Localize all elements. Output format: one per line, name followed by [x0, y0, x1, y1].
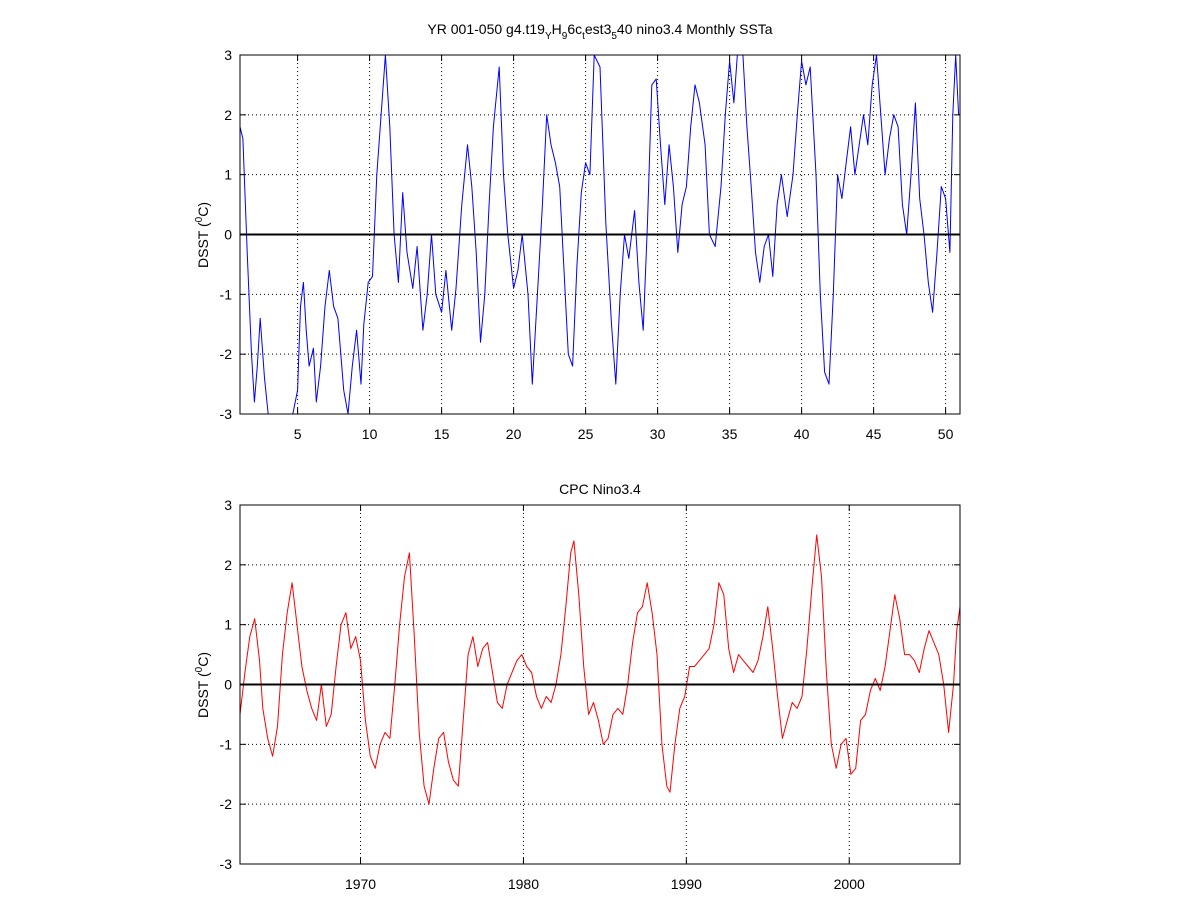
x-tick-label: 5 — [294, 426, 302, 442]
x-tick-label: 1990 — [671, 876, 702, 892]
y-tick-label: -2 — [220, 346, 233, 362]
y-tick-label: -2 — [220, 796, 233, 812]
x-tick-label: 30 — [650, 426, 666, 442]
series-line — [240, 534, 960, 805]
x-tick-label: 10 — [362, 426, 378, 442]
y-tick-label: -3 — [220, 856, 233, 872]
x-tick-label: 15 — [434, 426, 450, 442]
cpc-nino34-chart: CPC Nino3.4 DSST (0C) 1970 1980 1990 2000 -3… — [194, 481, 961, 892]
x-tick-label: 1980 — [508, 876, 539, 892]
x-tick-label: 2000 — [834, 876, 865, 892]
y-tick-label: 0 — [224, 677, 232, 693]
y-tick-label: -1 — [220, 736, 233, 752]
model-sst-chart: YR 001-050 g4.t19YH96ctest3540 nino3.4 M… — [194, 21, 961, 442]
y-tick-label: -1 — [220, 286, 233, 302]
y-axis-label: DSST (0C) — [194, 202, 211, 268]
y-tick-label: 2 — [224, 107, 232, 123]
y-tick-label: -3 — [220, 406, 233, 422]
x-tick-label: 50 — [938, 426, 954, 442]
y-axis-label: DSST (0C) — [194, 652, 211, 718]
x-tick-label: 1970 — [345, 876, 376, 892]
y-tick-label: 1 — [224, 617, 232, 633]
y-tick-label: 1 — [224, 167, 232, 183]
chart-title: YR 001-050 g4.t19YH96ctest3540 nino3.4 M… — [427, 21, 772, 42]
x-tick-label: 45 — [866, 426, 882, 442]
y-tick-label: 0 — [224, 227, 232, 243]
x-tick-label: 35 — [722, 426, 738, 442]
y-tick-label: 3 — [224, 47, 232, 63]
x-tick-label: 20 — [506, 426, 522, 442]
y-tick-label: 3 — [224, 497, 232, 513]
y-tick-label: 2 — [224, 557, 232, 573]
x-tick-label: 40 — [794, 426, 810, 442]
x-tick-label: 25 — [578, 426, 594, 442]
chart-title: CPC Nino3.4 — [559, 481, 641, 497]
series-line — [240, 55, 960, 414]
